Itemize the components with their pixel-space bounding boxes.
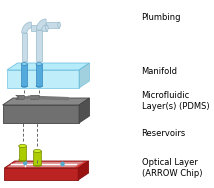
Polygon shape	[79, 98, 89, 123]
Text: Plumbing: Plumbing	[142, 14, 181, 23]
Text: Manifold: Manifold	[142, 67, 178, 76]
Polygon shape	[22, 22, 31, 33]
Polygon shape	[4, 168, 78, 180]
Polygon shape	[36, 19, 46, 30]
Polygon shape	[4, 161, 89, 168]
Text: Microfluidic
Layer(s) (PDMS): Microfluidic Layer(s) (PDMS)	[142, 91, 209, 111]
Ellipse shape	[36, 85, 42, 87]
Ellipse shape	[58, 22, 60, 28]
Polygon shape	[21, 64, 27, 86]
Ellipse shape	[19, 144, 27, 148]
Polygon shape	[79, 63, 89, 88]
Polygon shape	[19, 146, 27, 160]
Text: Optical Layer
(ARROW Chip): Optical Layer (ARROW Chip)	[142, 158, 202, 178]
Polygon shape	[3, 105, 79, 123]
Polygon shape	[36, 64, 42, 86]
Ellipse shape	[33, 149, 41, 153]
Polygon shape	[8, 162, 83, 167]
Ellipse shape	[21, 63, 27, 65]
Circle shape	[60, 161, 65, 167]
Polygon shape	[16, 95, 24, 99]
Polygon shape	[22, 33, 27, 61]
Ellipse shape	[19, 158, 27, 161]
Ellipse shape	[33, 163, 41, 167]
Polygon shape	[3, 98, 89, 105]
Polygon shape	[7, 70, 79, 88]
Polygon shape	[7, 63, 89, 70]
Polygon shape	[30, 95, 39, 99]
Circle shape	[23, 161, 27, 165]
Polygon shape	[33, 151, 41, 165]
Polygon shape	[78, 161, 89, 180]
Ellipse shape	[46, 25, 48, 31]
Polygon shape	[46, 22, 59, 28]
Text: Reservoirs: Reservoirs	[142, 130, 186, 139]
Polygon shape	[31, 25, 47, 31]
Polygon shape	[36, 30, 42, 61]
Ellipse shape	[21, 85, 27, 87]
Ellipse shape	[36, 63, 42, 65]
